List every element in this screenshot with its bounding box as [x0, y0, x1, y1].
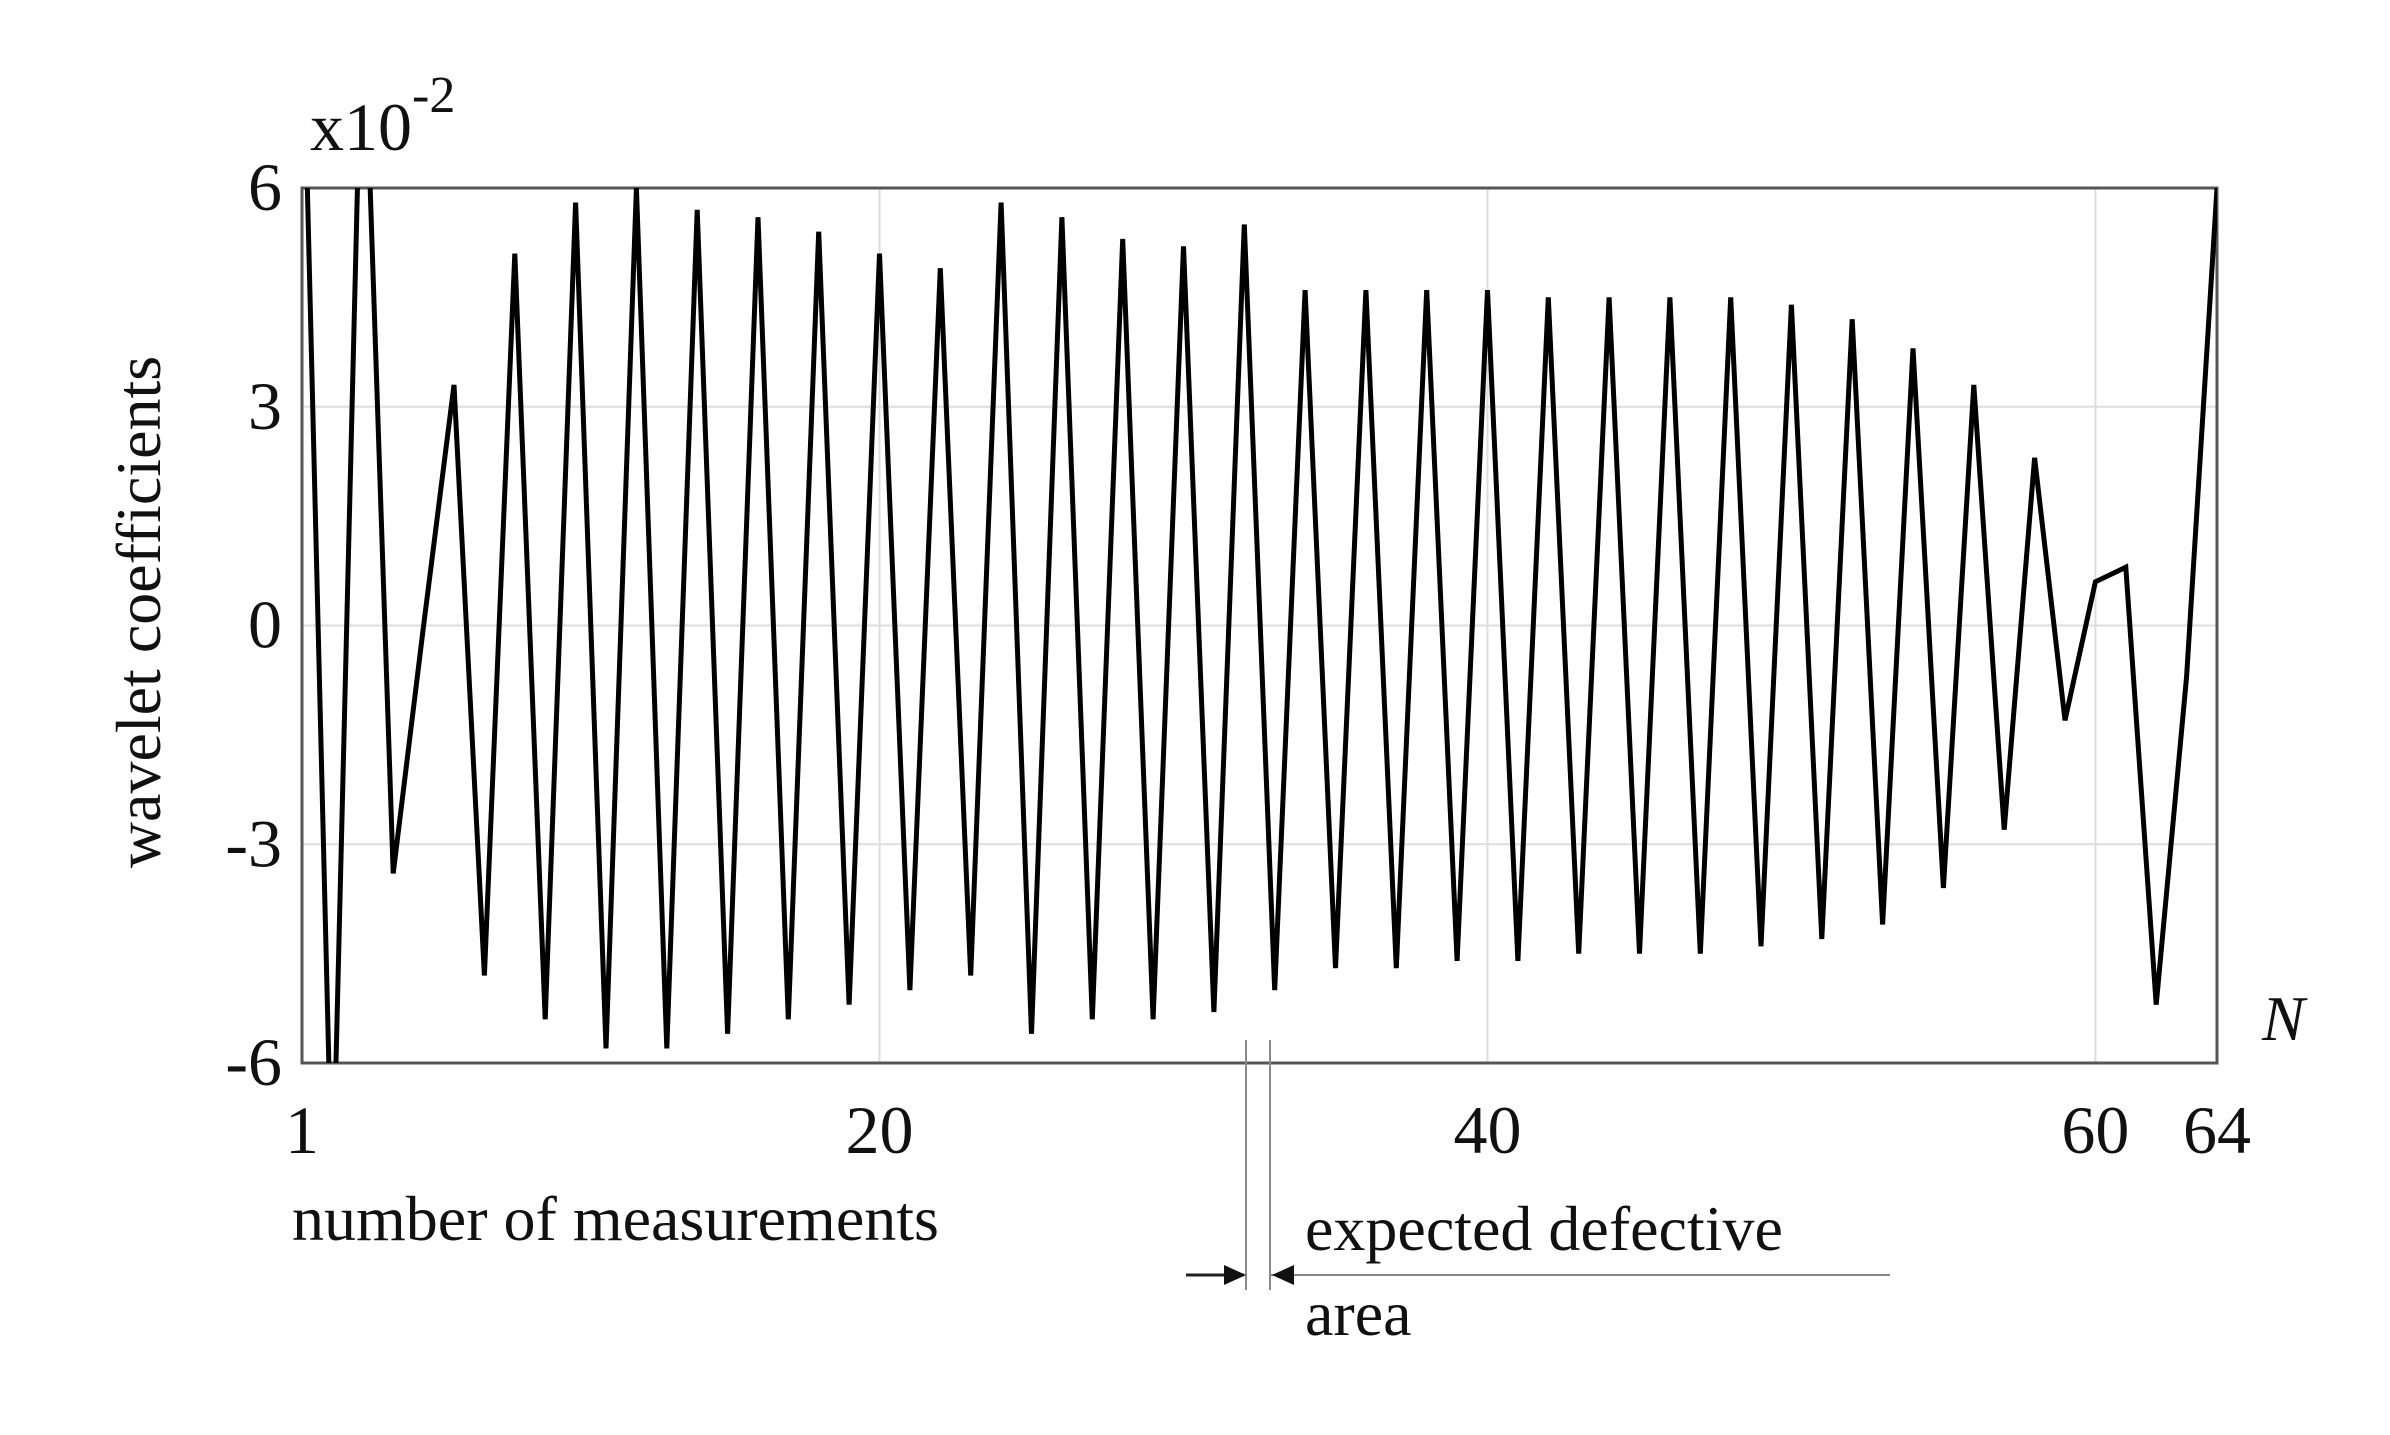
x-axis-ticks: 1 20 40 60 64 — [285, 1092, 2251, 1168]
x-tick-label: 1 — [285, 1092, 319, 1168]
x-tick-label: 64 — [2183, 1092, 2251, 1168]
plot-frame — [300, 186, 2219, 1065]
y-tick-label: -6 — [225, 1024, 282, 1100]
y-multiplier-exponent: -2 — [412, 67, 455, 124]
y-tick-label: 6 — [248, 149, 282, 225]
x-tick-label: 20 — [846, 1092, 914, 1168]
x-axis-symbol: N — [2261, 983, 2308, 1054]
defective-area-annotation: expected defective area — [1186, 1040, 1890, 1349]
x-tick-label: 40 — [1453, 1092, 1521, 1168]
y-multiplier: x10-2 — [310, 67, 455, 165]
left-arrow-head — [1224, 1265, 1246, 1285]
y-axis-title: wavelet coefficients — [103, 356, 174, 868]
annotation-line-2: area — [1305, 1278, 1412, 1349]
y-tick-label: -3 — [225, 805, 282, 881]
y-tick-label: 3 — [248, 368, 282, 444]
y-multiplier-base: x10 — [310, 89, 412, 165]
annotation-line-1: expected defective — [1305, 1193, 1783, 1264]
x-tick-label: 60 — [2061, 1092, 2129, 1168]
y-axis-ticks: 6 3 0 -3 -6 — [225, 149, 282, 1100]
right-arrow-head — [1272, 1265, 1294, 1285]
x-axis-title: number of measurements — [292, 1183, 939, 1254]
series-line — [304, 188, 2217, 1063]
y-tick-label: 0 — [248, 587, 282, 663]
